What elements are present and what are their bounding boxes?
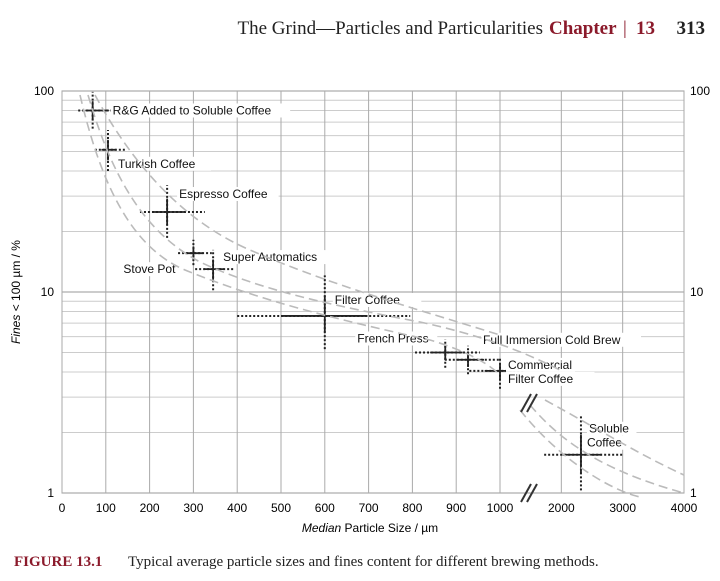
- page-number: 313: [677, 18, 706, 39]
- data-point: [544, 414, 623, 491]
- x-tick-label: 300: [183, 501, 203, 515]
- x-label-italic: Median: [302, 521, 342, 535]
- chapter-word: Chapter: [549, 18, 617, 39]
- x-tick-label: 100: [96, 501, 116, 515]
- data-point: [178, 239, 212, 266]
- y-tick-label: 1: [47, 486, 54, 500]
- x-label-rest: Particle Size / µm: [345, 521, 439, 535]
- point-label: Super Automatics: [223, 250, 317, 264]
- x-tick-label: 2000: [548, 501, 575, 515]
- y-label-italic: Fines: [9, 315, 23, 344]
- label-bg: [586, 421, 637, 436]
- data-point: [195, 249, 236, 291]
- x-tick-label: 400: [227, 501, 247, 515]
- caption-text: Typical average particle sizes and fines…: [128, 554, 599, 570]
- x-tick-label: 600: [315, 501, 335, 515]
- point-label: R&G Added to Soluble Coffee: [113, 103, 272, 117]
- y-tick-label-right: 1: [690, 486, 697, 500]
- x-tick-label: 700: [359, 501, 379, 515]
- label-bg: [221, 250, 330, 265]
- data-point: [415, 339, 480, 368]
- caption-label: FIGURE 13.1: [14, 554, 102, 570]
- y-tick-label: 100: [34, 84, 54, 98]
- axis-break: [520, 393, 538, 503]
- point-label: Stove Pot: [123, 262, 176, 276]
- x-tick-label: 0: [59, 501, 66, 515]
- running-title: The Grind—Particles and Particularities: [238, 18, 544, 39]
- chapter-number: 13: [636, 18, 655, 39]
- x-tick-label: 4000: [671, 501, 698, 515]
- point-label: Filter Coffee: [335, 293, 400, 307]
- label-bg: [584, 435, 628, 450]
- label-bg: [121, 262, 184, 277]
- x-tick-label: 800: [402, 501, 422, 515]
- x-tick-label: 900: [446, 501, 466, 515]
- point-label: Soluble: [589, 422, 629, 436]
- point-label: Espresso Coffee: [179, 187, 268, 201]
- label-bg: [481, 332, 642, 347]
- y-tick-label-right: 100: [690, 84, 710, 98]
- label-bg: [506, 371, 595, 386]
- data-point: [139, 185, 205, 238]
- point-label: Full Immersion Cold Brew: [483, 333, 621, 347]
- label-bg: [355, 331, 438, 346]
- point-label: French Press: [357, 332, 428, 346]
- y-tick-label: 10: [41, 285, 55, 299]
- y-label-rest: < 100 µm / %: [9, 240, 23, 312]
- x-tick-label: 3000: [609, 501, 636, 515]
- point-label: Filter Coffee: [508, 372, 573, 386]
- point-label: Turkish Coffee: [118, 157, 196, 171]
- label-bg: [115, 156, 211, 171]
- x-tick-label: 1000: [487, 501, 514, 515]
- trend-bands: [79, 94, 685, 498]
- y-tick-label-right: 10: [690, 285, 704, 299]
- label-bg: [177, 187, 279, 202]
- chapter-separator: |: [623, 18, 627, 39]
- label-bg: [110, 103, 291, 118]
- x-tick-label: 200: [140, 501, 160, 515]
- point-label: Coffee: [587, 436, 622, 450]
- y-axis-label: Fines < 100 µm / %: [9, 240, 23, 344]
- x-axis-label: Median Particle Size / µm: [302, 521, 438, 535]
- x-tick-label: 500: [271, 501, 291, 515]
